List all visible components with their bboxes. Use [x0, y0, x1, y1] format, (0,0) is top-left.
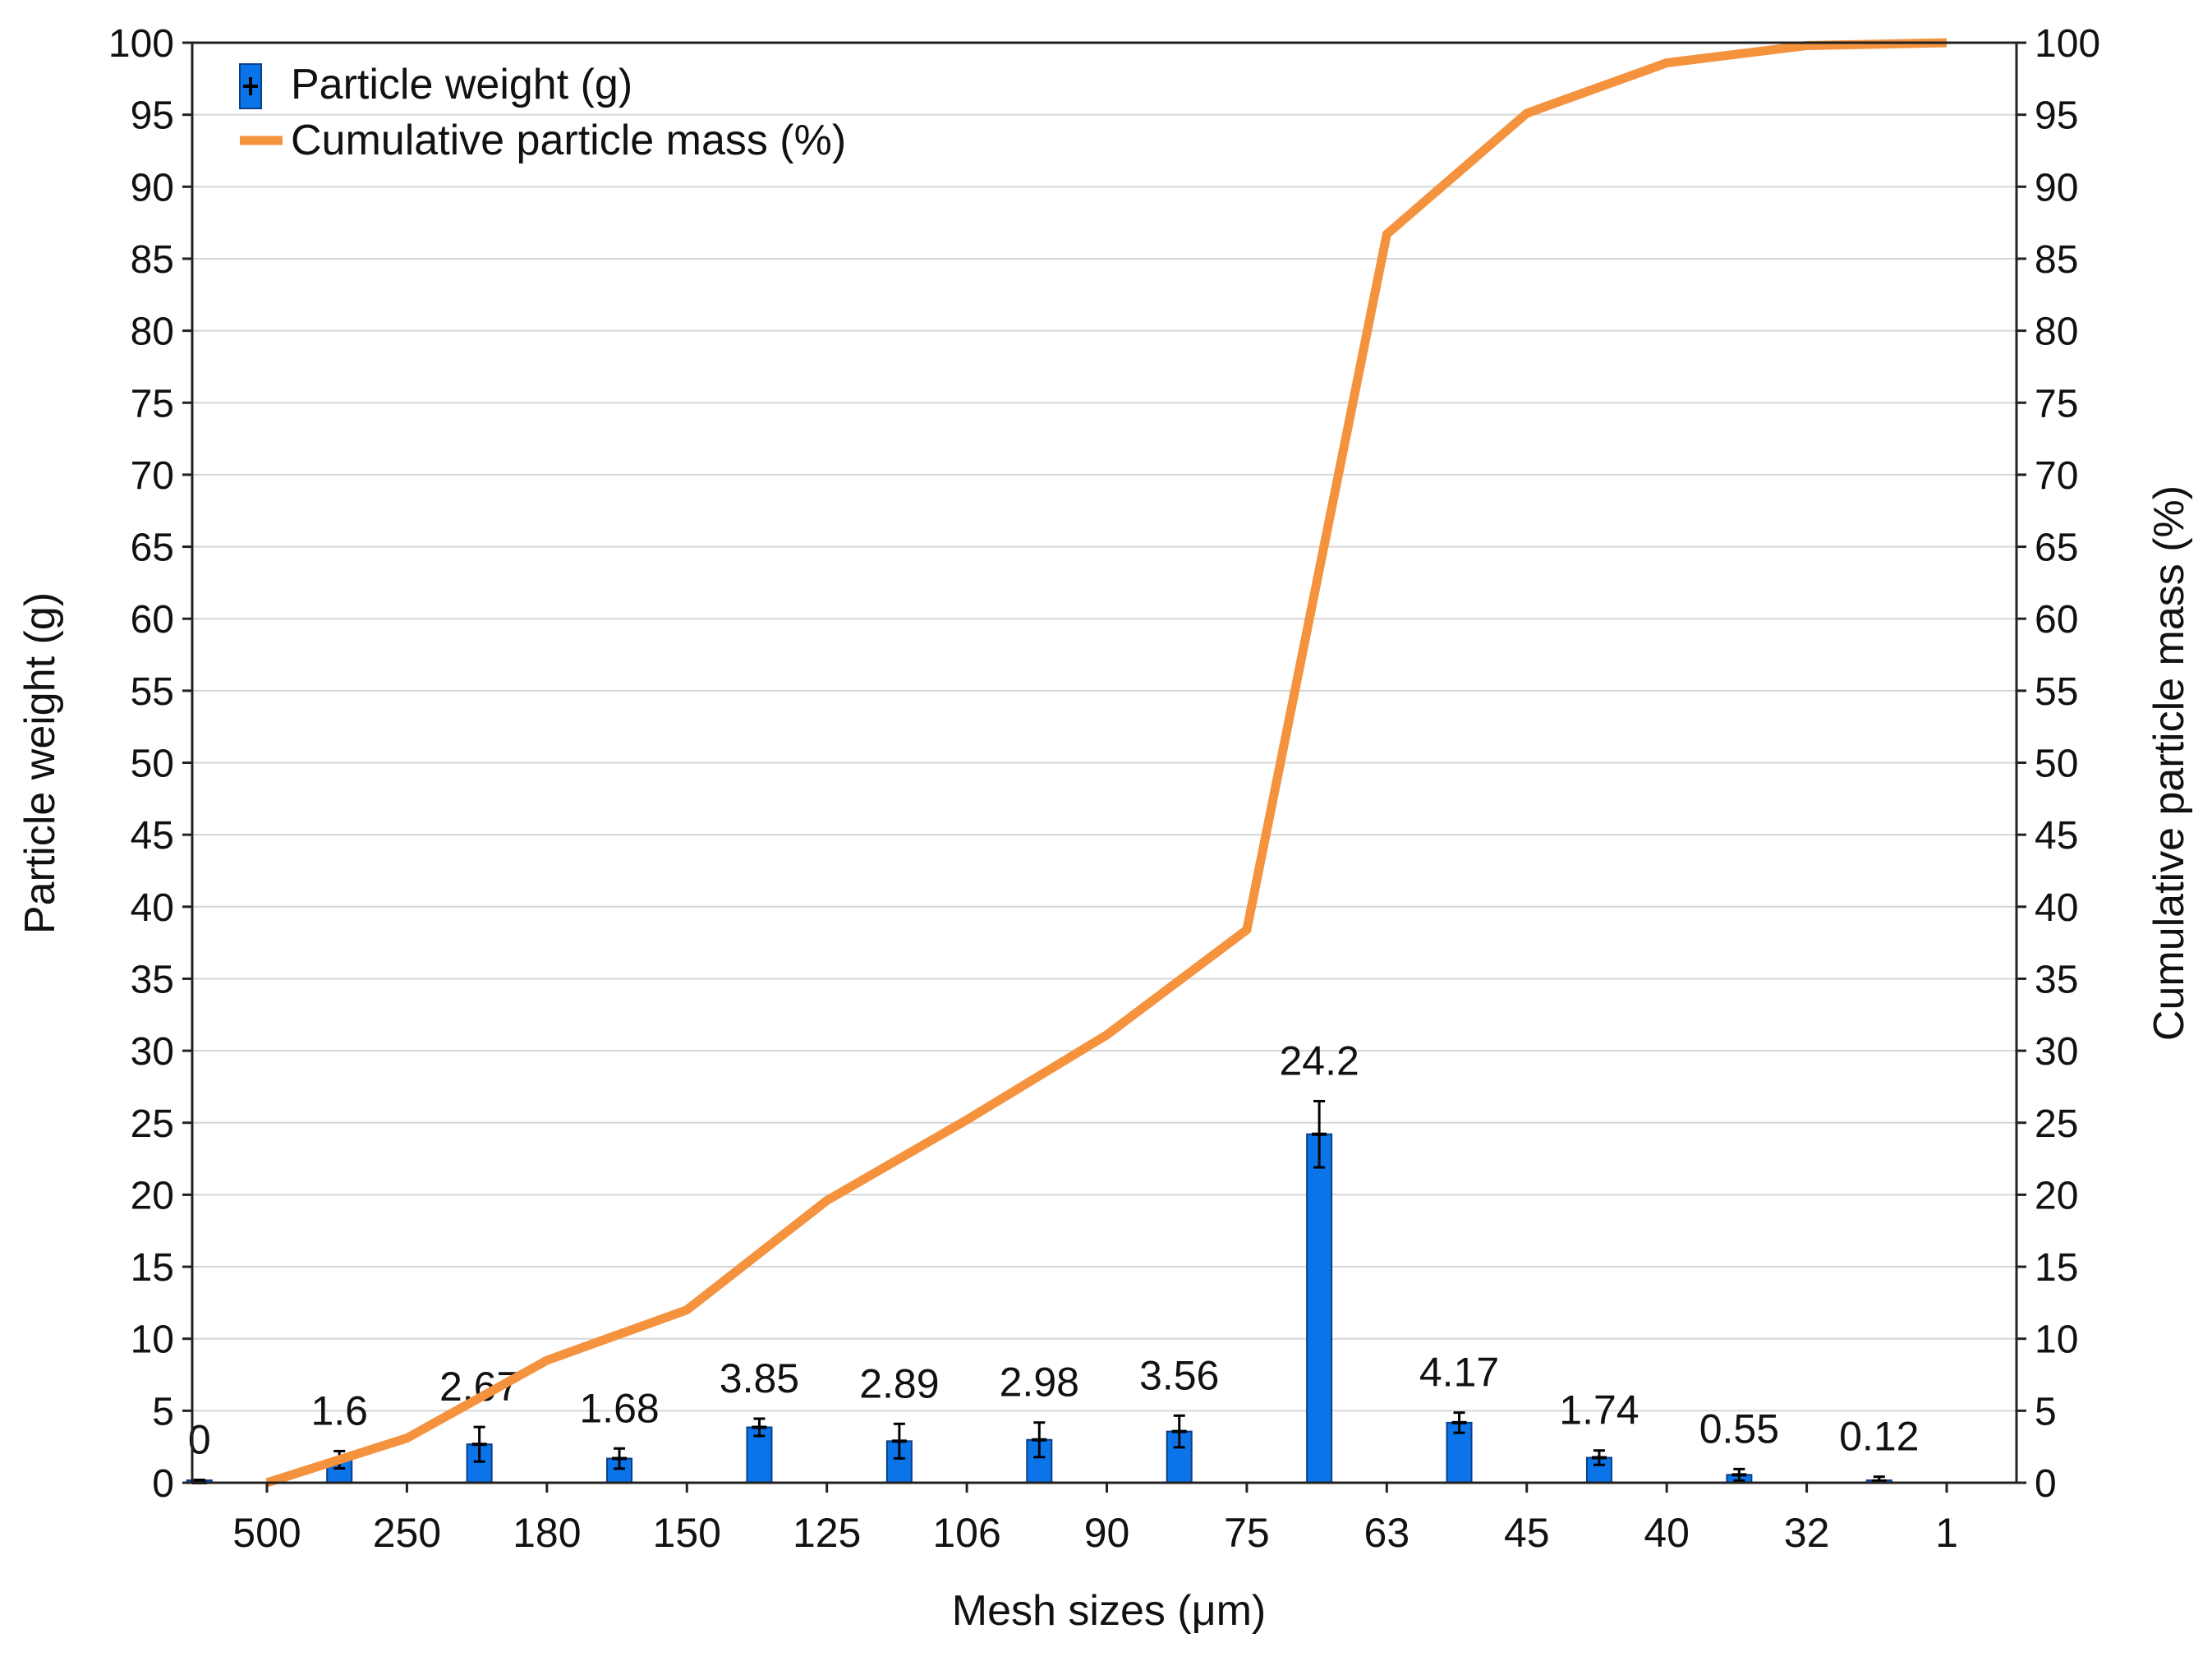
y-tick-label-right: 70 [2035, 454, 2078, 498]
legend-label-line: Cumulative particle mass (%) [291, 117, 846, 164]
y-tick-label-right: 85 [2035, 238, 2078, 282]
cumulative-point [406, 1437, 408, 1439]
bar-series: 01.62.67 1.683.85 2.89 2.98 3.5624.24.171.74… [186, 1038, 1919, 1484]
x-tick-label: 45 [1504, 1510, 1550, 1556]
y-tick-label-right: 15 [2035, 1246, 2078, 1290]
y-axis-title-right: Cumulative particle mass (%) [2145, 485, 2193, 1041]
bar-value-label: 0.55 [1699, 1406, 1779, 1452]
y-tick-label-left: 10 [131, 1318, 174, 1362]
y-tick-label-left: 20 [131, 1174, 174, 1217]
cumulative-point [1106, 1033, 1108, 1036]
x-axis-title: Mesh sizes (μm) [952, 1587, 1266, 1635]
y-tick-label-left: 5 [152, 1390, 174, 1433]
y-tick-label-left: 0 [152, 1462, 174, 1506]
y-tick-label-left: 90 [131, 166, 174, 209]
x-tick-label: 1 [1935, 1510, 1958, 1556]
y-tick-label-left: 35 [131, 958, 174, 1001]
y-tick-label-left: 15 [131, 1246, 174, 1290]
y-tick-label-right: 0 [2035, 1462, 2057, 1506]
y-tick-label-right: 20 [2035, 1174, 2078, 1217]
y-tick-label-left: 40 [131, 886, 174, 930]
y-tick-label-right: 100 [2035, 22, 2100, 66]
y-tick-label-right: 5 [2035, 1390, 2057, 1433]
y-tick-label-left: 75 [131, 382, 174, 426]
y-tick-label-right: 40 [2035, 886, 2078, 930]
bar-value-label: 24.2 [1279, 1038, 1359, 1084]
bar-value-label: 3.85 [720, 1355, 799, 1401]
x-tick-label: 75 [1224, 1510, 1270, 1556]
x-tick-label: 180 [513, 1510, 581, 1556]
y-tick-label-right: 25 [2035, 1102, 2078, 1146]
y-tick-label-right: 95 [2035, 94, 2078, 138]
bar-value-label: 2.98 [1000, 1360, 1079, 1406]
y-tick-label-left: 60 [131, 598, 174, 642]
cumulative-point [1386, 233, 1388, 236]
x-tick-label: 63 [1364, 1510, 1410, 1556]
bar-value-label: 1.6 [310, 1387, 368, 1433]
y-tick-label-left: 50 [131, 743, 174, 786]
cumulative-point [545, 1359, 548, 1361]
cumulative-point [1666, 62, 1668, 64]
line-series [265, 38, 1948, 1488]
y-tick-label-left: 55 [131, 670, 174, 714]
y-tick-label-left: 45 [131, 814, 174, 858]
bar-value-label: 1.74 [1559, 1387, 1639, 1433]
bar-value-label: 2.89 [859, 1360, 939, 1406]
cumulative-point [1805, 44, 1808, 47]
y-tick-label-right: 65 [2035, 527, 2078, 570]
y-tick-label-left: 65 [131, 527, 174, 570]
bar [1306, 1133, 1333, 1484]
y-tick-label-right: 30 [2035, 1030, 2078, 1074]
y-tick-label-left: 80 [131, 311, 174, 354]
gridlines [192, 113, 2017, 1412]
x-tick-label: 90 [1084, 1510, 1130, 1556]
bar-value-label: 1.68 [579, 1385, 659, 1431]
legend-label-bars: Particle weight (g) [291, 61, 632, 108]
cumulative-point [1525, 112, 1528, 114]
bar-value-label: 0.12 [1839, 1414, 1919, 1460]
legend: Particle weight (g) Cumulative particle … [239, 61, 846, 164]
y-tick-label-left: 25 [131, 1102, 174, 1146]
y-tick-label-right: 90 [2035, 166, 2078, 209]
x-tick-label: 250 [373, 1510, 441, 1556]
x-tick-label: 500 [232, 1510, 301, 1556]
y-tick-label-left: 100 [108, 22, 174, 66]
y-tick-label-left: 95 [131, 94, 174, 138]
y-tick-label-left: 85 [131, 238, 174, 282]
cumulative-point [825, 1199, 828, 1202]
bar-value-label: 3.56 [1139, 1352, 1219, 1398]
y-tick-label-right: 10 [2035, 1318, 2078, 1362]
cumulative-point [686, 1309, 688, 1311]
y-axis-title-left: Particle weight (g) [16, 592, 64, 934]
y-tick-label-right: 55 [2035, 670, 2078, 714]
x-tick-label: 106 [932, 1510, 1000, 1556]
y-tick-label-right: 35 [2035, 958, 2078, 1001]
y-tick-label-right: 50 [2035, 743, 2078, 786]
x-tick-label: 150 [653, 1510, 721, 1556]
y-tick-label-right: 60 [2035, 598, 2078, 642]
x-tick-label: 125 [793, 1510, 861, 1556]
cumulative-point [1245, 928, 1248, 931]
cumulative-point [966, 1119, 968, 1121]
x-tick-label: 32 [1784, 1510, 1830, 1556]
y-tick-label-right: 45 [2035, 814, 2078, 858]
bar-value-label: 4.17 [1419, 1350, 1499, 1396]
y-tick-label-left: 70 [131, 454, 174, 498]
y-tick-label-left: 30 [131, 1030, 174, 1074]
x-tick-label: 40 [1644, 1510, 1690, 1556]
y-tick-label-right: 80 [2035, 311, 2078, 354]
y-tick-label-right: 75 [2035, 382, 2078, 426]
